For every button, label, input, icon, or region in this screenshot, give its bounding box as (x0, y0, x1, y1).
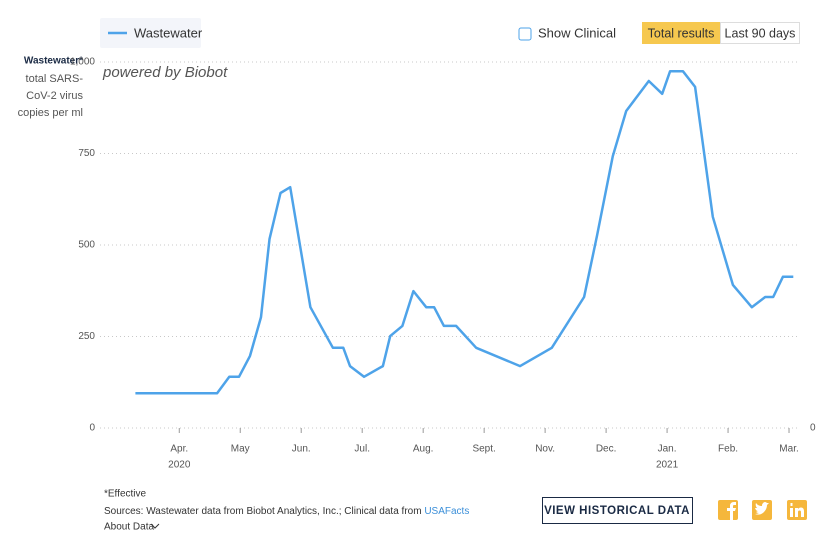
x-tick-label: Feb. (718, 444, 738, 455)
facebook-glyph (727, 502, 736, 520)
y2-tick-label: 0 (810, 423, 816, 434)
linkedin-glyph (790, 503, 804, 517)
historical-button-label[interactable]: VIEW HISTORICAL DATA (544, 505, 690, 517)
x-tick-label: Sept. (472, 444, 495, 455)
y-tick-label: 0 (89, 423, 95, 434)
checkbox[interactable] (518, 27, 532, 41)
y-tick-label: 1,000 (70, 57, 95, 68)
legend (100, 18, 201, 48)
twitter-glyph (755, 502, 769, 515)
y-tick-label: 500 (78, 240, 95, 251)
x-tick-label: May (231, 444, 250, 455)
sources-text: Sources: Wastewater data from Biobot Ana… (104, 506, 424, 517)
y-axis-title: copies per ml (18, 107, 83, 119)
y-tick-label: 250 (78, 331, 95, 342)
x-tick-label: Dec. (596, 444, 617, 455)
x-tick-label: Nov. (535, 444, 555, 455)
year-label: 2021 (656, 460, 679, 471)
year-label: 2020 (168, 460, 191, 471)
toggle-label[interactable]: Show Clinical (538, 25, 616, 40)
sources-link[interactable]: USAFacts (424, 506, 469, 517)
x-tick-label: Jan. (658, 444, 677, 455)
y-axis-title: Wastewater* (24, 56, 83, 67)
sources: Sources: Wastewater data from Biobot Ana… (104, 506, 469, 517)
x-tick-label: Apr. (170, 444, 188, 455)
x-tick-label: Jul. (354, 444, 370, 455)
button-90[interactable] (720, 22, 800, 44)
y-axis-title: CoV-2 virus (26, 90, 83, 102)
y-axis-title: total SARS- (26, 73, 84, 85)
x-tick-label: Mar. (779, 444, 798, 455)
button-total[interactable] (642, 22, 720, 44)
footnote: *Effective (104, 489, 146, 500)
x-tick-label: Jun. (292, 444, 311, 455)
data-line (135, 69, 794, 395)
about-data[interactable]: About Data (104, 522, 154, 533)
annotation: powered by Biobot (102, 64, 228, 81)
button-label[interactable]: Total results (648, 26, 715, 40)
historical-button[interactable] (542, 497, 693, 524)
chevron (150, 523, 160, 529)
button-label[interactable]: Last 90 days (725, 26, 796, 40)
y-tick-label: 750 (78, 148, 95, 159)
legend-label: Wastewater (134, 25, 203, 40)
x-tick-label: Aug. (413, 444, 434, 455)
